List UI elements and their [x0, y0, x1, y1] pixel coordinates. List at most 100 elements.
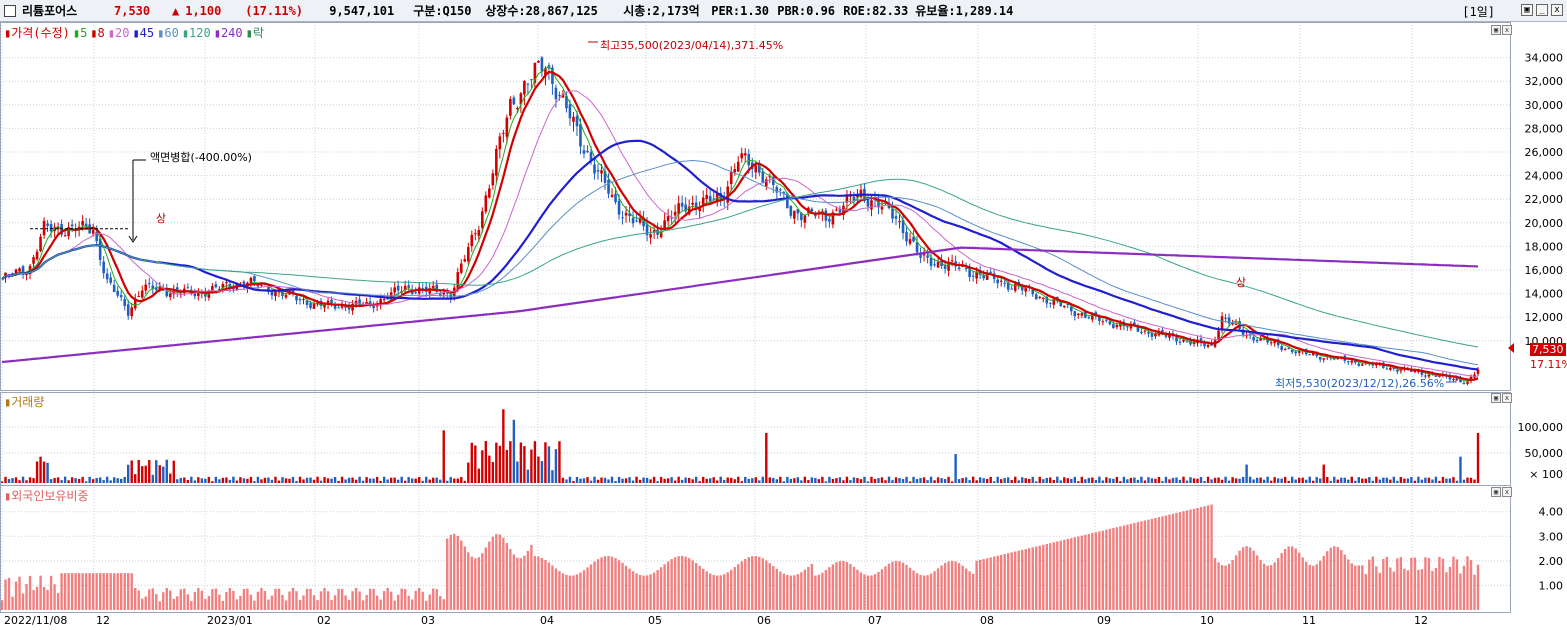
stock-name: 리튬포어스 — [22, 4, 78, 18]
foreign-bar — [666, 561, 670, 610]
candle-body — [46, 223, 49, 226]
foreign-bar — [1466, 556, 1469, 610]
candle-body — [396, 285, 400, 291]
foreign-bar — [723, 574, 726, 610]
volume-bar — [351, 477, 354, 483]
volume-bar — [91, 479, 95, 483]
candle-body — [21, 266, 25, 275]
pane-restore-icon[interactable]: ▣ — [1491, 25, 1501, 35]
foreign-bar — [435, 589, 438, 610]
foreign-bar — [1378, 572, 1382, 610]
candle-body — [1020, 286, 1024, 291]
volume-bar — [863, 476, 866, 483]
volume-pane-close-icon[interactable]: x — [1502, 393, 1512, 403]
foreign-bar — [1196, 507, 1199, 610]
candle-body — [677, 203, 680, 215]
legend-item[interactable]: ▮120 — [181, 26, 211, 40]
trade-volume: 9,547,101 — [329, 3, 395, 18]
foreign-bar — [523, 555, 526, 610]
candle-body — [14, 269, 18, 275]
volume-bar — [116, 478, 119, 483]
foreign-bar — [39, 575, 42, 610]
candle-body — [845, 194, 849, 203]
candle-body — [999, 280, 1003, 282]
foreign-bar — [418, 587, 421, 610]
foreign-bar — [1210, 504, 1213, 610]
foreign-bar — [1410, 557, 1413, 610]
foreign-bar — [687, 558, 691, 610]
listed-shares: 상장수:28,867,125 — [485, 4, 598, 18]
candle-body — [1287, 347, 1290, 349]
period-selector[interactable]: [1일] — [1462, 5, 1495, 19]
pbr-value: PBR:0.96 — [777, 3, 836, 18]
volume-bar — [716, 480, 719, 483]
foreign-bar — [705, 571, 708, 610]
candle-body — [922, 253, 926, 256]
foreign-bar — [1389, 567, 1392, 610]
candle-body — [428, 288, 432, 294]
candle-body — [901, 219, 905, 234]
legend-item[interactable]: ▮240 — [213, 26, 243, 40]
foreign-pane-close-icon[interactable]: x — [1502, 487, 1512, 497]
high-annotation: 최고35,500(2023/04/14),371.45% — [600, 39, 783, 52]
close-icon[interactable]: x — [1551, 4, 1563, 16]
foreign-bar — [1382, 558, 1385, 610]
candle-body — [1420, 370, 1424, 375]
legend-item[interactable]: ▮락 — [245, 26, 264, 40]
ma-line-120 — [1, 178, 1479, 348]
foreign-bar — [1143, 520, 1147, 610]
pane-close-icon[interactable]: x — [1502, 25, 1512, 35]
price-change: 1,100 — [185, 3, 222, 18]
volume-pane-restore-icon[interactable]: ▣ — [1491, 393, 1501, 403]
candle-body — [158, 286, 162, 290]
foreign-bar — [999, 554, 1003, 610]
candle-body — [624, 212, 628, 216]
volume-bar — [53, 478, 56, 483]
foreign-pane-restore-icon[interactable]: ▣ — [1491, 487, 1501, 497]
foreign-bar — [1182, 511, 1185, 610]
x-tick-label: 05 — [648, 614, 662, 627]
candle-body — [144, 284, 148, 291]
minimize-icon[interactable]: _ — [1536, 4, 1548, 16]
legend-item[interactable]: ▮60 — [157, 26, 179, 40]
foreign-bar — [11, 596, 14, 610]
foreign-bar — [663, 564, 666, 610]
candle-body — [344, 305, 347, 308]
volume-bar — [1406, 478, 1410, 483]
restore-icon[interactable]: ▣ — [1521, 4, 1533, 16]
select-checkbox[interactable] — [4, 4, 16, 17]
volume-bar — [1042, 479, 1045, 483]
candle-body — [1434, 375, 1438, 377]
candle-body — [509, 99, 512, 116]
legend-item[interactable]: ▮가격(수정) — [4, 26, 70, 40]
volume-bar — [1066, 478, 1070, 483]
foreign-bar — [985, 558, 989, 610]
legend-item[interactable]: ▮5 — [72, 26, 88, 40]
candle-body — [119, 295, 123, 298]
foreign-bar — [130, 573, 133, 610]
volume-bar — [60, 480, 63, 483]
candle-body — [1459, 378, 1462, 383]
volume-bar — [1196, 478, 1199, 483]
candle-body — [1070, 306, 1073, 312]
volume-bar — [624, 478, 628, 483]
legend-item[interactable]: ▮8 — [90, 26, 105, 40]
foreign-bar — [971, 573, 975, 610]
candle-body — [642, 217, 645, 227]
legend-item[interactable]: ▮45 — [132, 26, 155, 40]
candle-body — [1290, 349, 1294, 353]
candle-body — [838, 209, 842, 213]
volume-bar — [323, 477, 326, 483]
legend-item[interactable]: ▮20 — [107, 26, 130, 40]
volume-bar — [1368, 477, 1371, 483]
candle-body — [459, 263, 463, 273]
volume-bar — [645, 477, 649, 483]
candle-body — [211, 286, 214, 293]
candle-body — [481, 211, 484, 228]
volume-bar — [1326, 477, 1329, 483]
foreign-bar — [214, 588, 218, 610]
volume-bar — [1189, 477, 1192, 483]
foreign-bar — [761, 558, 764, 610]
volume-bar — [898, 478, 901, 483]
